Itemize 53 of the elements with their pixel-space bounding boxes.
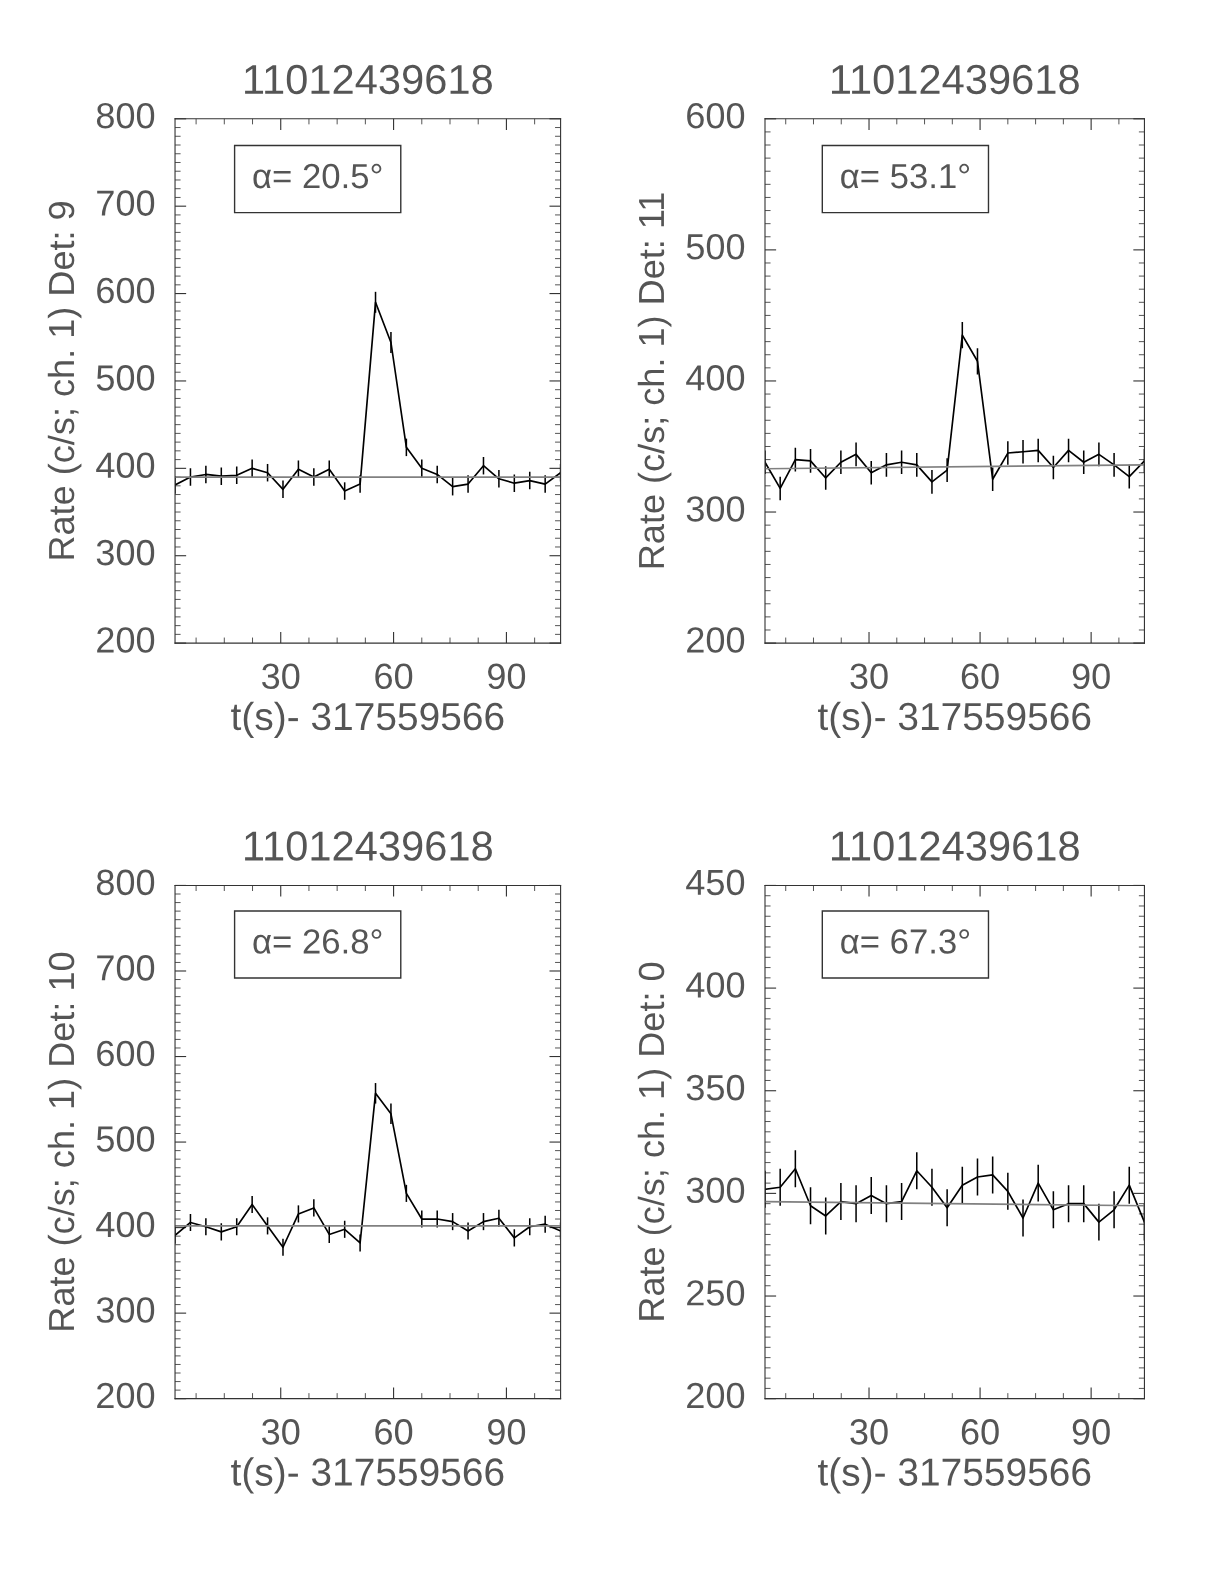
x-tick-label: 90	[1072, 663, 1110, 690]
y-tick-label: 400	[96, 452, 155, 479]
y-tick-label: 300	[96, 1297, 155, 1323]
y-tick-label: 600	[97, 277, 155, 304]
y-tick-label: 250	[687, 1280, 745, 1306]
y-tick-label: 450	[686, 869, 745, 896]
y-axis-title: Rate (c/s; ch. 1) Det: 11	[637, 193, 672, 568]
x-tick-label: 60	[961, 663, 999, 690]
x-axis-title: t(s)- 317559566	[818, 1457, 1091, 1494]
x-tick-label: 30	[262, 663, 300, 690]
chart-title: 11012439618	[245, 64, 492, 95]
y-tick-label: 700	[97, 190, 155, 216]
x-axis-title: t(s)- 317559566	[818, 701, 1091, 738]
x-tick-label: 30	[850, 663, 888, 690]
x-tick-label: 60	[961, 1419, 999, 1445]
y-tick-label: 500	[96, 365, 155, 391]
y-tick-label: 800	[96, 869, 155, 896]
y-tick-label: 600	[97, 1040, 155, 1067]
y-tick-label: 600	[687, 102, 745, 129]
y-tick-label: 400	[686, 972, 745, 998]
x-tick-label: 60	[375, 663, 413, 690]
annotation: α= 53.1°	[841, 163, 970, 189]
y-tick-label: 300	[686, 1177, 745, 1204]
chart-title: 11012439618	[832, 64, 1079, 95]
y-tick-label: 300	[686, 496, 745, 522]
x-axis-title: t(s)- 317559566	[231, 1457, 504, 1494]
y-tick-label: 500	[96, 1126, 155, 1152]
x-tick-label: 30	[850, 1419, 888, 1445]
y-tick-label: 350	[686, 1074, 745, 1101]
annotation: α= 67.3°	[841, 929, 970, 954]
chart-title: 11012439618	[832, 831, 1079, 861]
y-tick-label: 200	[687, 1382, 745, 1409]
y-tick-label: 400	[96, 1211, 155, 1238]
x-tick-label: 60	[375, 1419, 413, 1445]
y-tick-label: 300	[96, 539, 155, 566]
y-tick-label: 200	[97, 627, 155, 653]
x-tick-label: 30	[262, 1419, 300, 1445]
y-tick-label: 400	[686, 365, 745, 391]
annotation: α= 26.8°	[253, 929, 382, 954]
chart-title: 11012439618	[245, 831, 492, 861]
x-tick-label: 90	[1072, 1419, 1110, 1445]
y-tick-label: 800	[96, 102, 155, 129]
y-tick-label: 500	[686, 234, 745, 260]
y-tick-label: 200	[97, 1382, 155, 1409]
y-axis-title: Rate (c/s; ch. 1) Det: 10	[47, 952, 82, 1330]
y-axis-title: Rate (c/s; ch. 1) Det: 0	[637, 962, 672, 1320]
x-tick-label: 90	[488, 663, 526, 690]
x-tick-label: 90	[488, 1419, 526, 1445]
annotation: α= 20.5°	[253, 163, 382, 189]
y-axis-title: Rate (c/s; ch. 1) Det: 9	[47, 202, 82, 559]
y-tick-label: 200	[687, 627, 745, 653]
x-axis-title: t(s)- 317559566	[231, 701, 504, 738]
y-tick-label: 700	[97, 955, 155, 981]
